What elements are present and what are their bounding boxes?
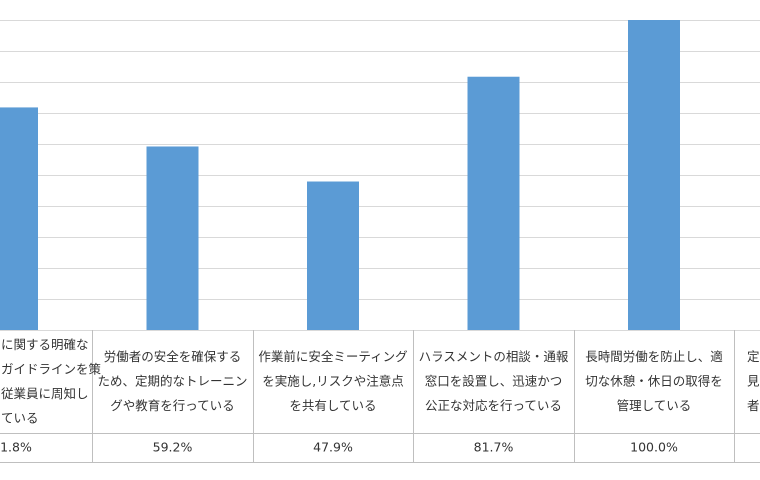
value-label: 81.7%: [474, 440, 514, 455]
category-label: 定: [747, 349, 760, 364]
bar: [628, 20, 680, 330]
bar: [307, 181, 359, 330]
category-label: 労働者の安全を確保する: [104, 349, 242, 364]
category-label: 見: [747, 374, 760, 389]
category-label: に関する明確な: [1, 337, 89, 352]
category-label: グや教育を行っている: [110, 398, 234, 413]
category-label: 従業員に周知し: [1, 386, 89, 401]
category-label: 作業前に安全ミーティング: [258, 349, 407, 364]
category-label: 者: [747, 398, 760, 413]
category-label: ため、定期的なトレーニン: [97, 374, 247, 389]
category-label: 窓口を設置し、迅速かつ: [425, 374, 563, 389]
value-label: 71.8%: [0, 440, 32, 455]
category-label: ハラスメントの相談・通報: [419, 349, 569, 364]
value-label: 100.0%: [630, 440, 678, 455]
category-label: 管理している: [617, 398, 692, 413]
category-label: 長時間労働を防止し、適: [585, 349, 723, 364]
value-label: 59.2%: [153, 440, 193, 455]
category-label: 公正な対応を行っている: [425, 398, 562, 413]
category-label: ガイドラインを策: [1, 361, 102, 376]
value-label: 47.9%: [313, 440, 353, 455]
bar: [0, 107, 38, 330]
category-label: を実施し,リスクや注意点: [262, 374, 403, 389]
category-label: ている: [1, 410, 39, 425]
bar: [467, 76, 520, 330]
category-label: 切な休憩・休日の取得を: [585, 374, 723, 389]
bar: [146, 146, 199, 330]
category-label: を共有している: [289, 398, 376, 413]
